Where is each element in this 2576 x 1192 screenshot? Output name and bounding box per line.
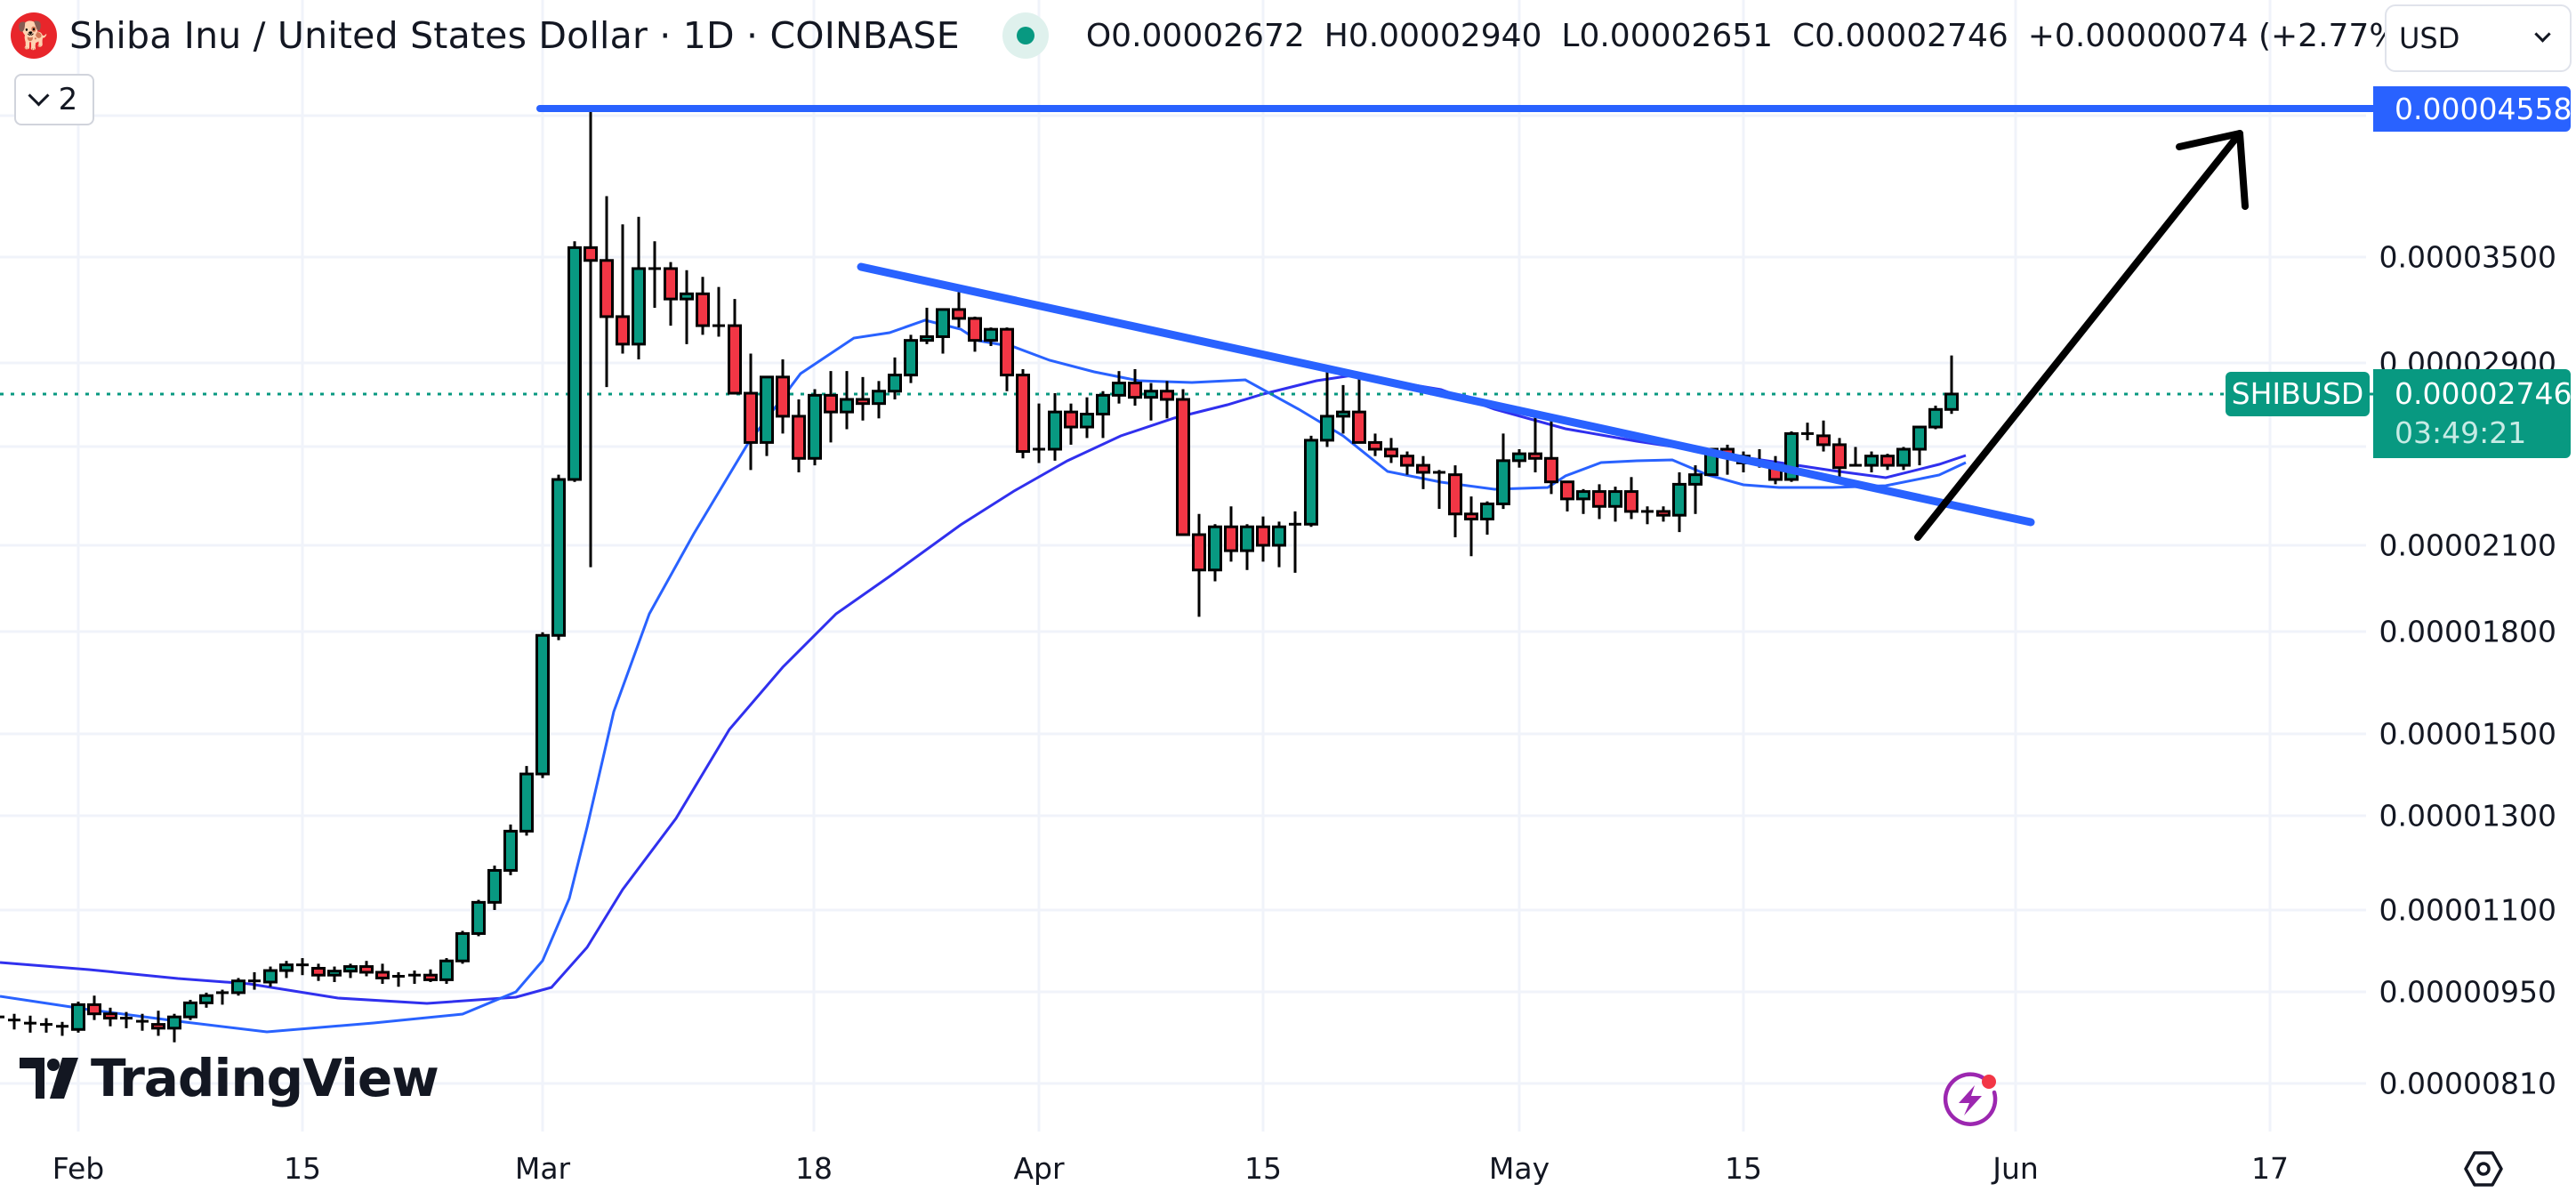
lightning-bolt-icon[interactable] [1937, 1066, 2005, 1137]
time-axis-label: Jun [1992, 1151, 2039, 1186]
currency-select[interactable]: USD [2385, 4, 2572, 72]
arrow-head-icon [2176, 130, 2249, 210]
indicators-toggle-button[interactable]: 2 [14, 74, 94, 125]
symbol-tag: SHIBUSD [2226, 372, 2370, 416]
price-axis-label: 0.00000810 [2379, 1066, 2556, 1101]
up-arrow-drawing[interactable] [1914, 130, 2243, 541]
time-axis-label: Apr [1013, 1151, 1065, 1186]
settings-hexagon-icon[interactable] [2462, 1149, 2505, 1192]
tradingview-mark-icon [20, 1058, 78, 1099]
time-axis-label: 15 [1244, 1151, 1282, 1186]
chevron-down-icon [28, 84, 50, 107]
price-axis-label: 0.00001300 [2379, 798, 2556, 834]
time-axis-label: Feb [52, 1151, 105, 1186]
price-axis-label: 0.00001800 [2379, 614, 2556, 649]
descending-trendline[interactable] [857, 262, 2035, 527]
candlestick-series [0, 108, 1959, 1043]
price-axis-label: 0.00003500 [2379, 239, 2556, 275]
symbol-title[interactable]: Shiba Inu / United States Dollar · 1D · … [69, 14, 960, 57]
symbol-legend[interactable]: 🐕 Shiba Inu / United States Dollar · 1D … [11, 9, 2412, 62]
time-axis-label: 17 [2251, 1151, 2289, 1186]
market-open-dot-icon[interactable] [1002, 12, 1049, 59]
ohlc-close: C0.00002746 [1792, 17, 2008, 54]
ohlc-low: L0.00002651 [1561, 17, 1774, 54]
last-price-value: 0.00002746 [2395, 376, 2572, 411]
chevron-down-icon [2534, 25, 2551, 43]
bar-countdown: 03:49:21 [2395, 415, 2527, 450]
last-price-tag: 0.00002746 03:49:21 [2373, 369, 2572, 458]
tradingview-logo[interactable]: TradingView [20, 1048, 439, 1108]
price-axis-label: 0.00002100 [2379, 528, 2556, 563]
time-axis-label: Mar [514, 1151, 571, 1186]
drawing-tools[interactable] [536, 105, 2377, 541]
time-axis-label: 15 [284, 1151, 321, 1186]
price-axis-label: 0.00001500 [2379, 716, 2556, 752]
price-axis-label: 0.00000950 [2379, 974, 2556, 1010]
time-axis-label: 15 [1725, 1151, 1762, 1186]
ohlc-change: +0.00000074 (+2.77%) [2027, 17, 2412, 54]
time-axis-label: 18 [795, 1151, 833, 1186]
ohlc-high: H0.00002940 [1324, 17, 1542, 54]
currency-value: USD [2399, 21, 2460, 55]
shiba-inu-coin-icon: 🐕 [11, 12, 57, 59]
ohlc-values: O0.00002672 H0.00002940 L0.00002651 C0.0… [1086, 18, 2412, 54]
moving-average-lines [0, 318, 1967, 1034]
price-axis-label: 0.00001100 [2379, 892, 2556, 928]
time-axis-label: May [1488, 1151, 1550, 1186]
ohlc-open: O0.00002672 [1085, 17, 1305, 54]
indicators-count: 2 [58, 82, 78, 117]
level-price-tag: 0.00004558 [2373, 86, 2572, 132]
tradingview-wordmark: TradingView [91, 1048, 439, 1108]
chart-grid [0, 0, 2366, 1132]
